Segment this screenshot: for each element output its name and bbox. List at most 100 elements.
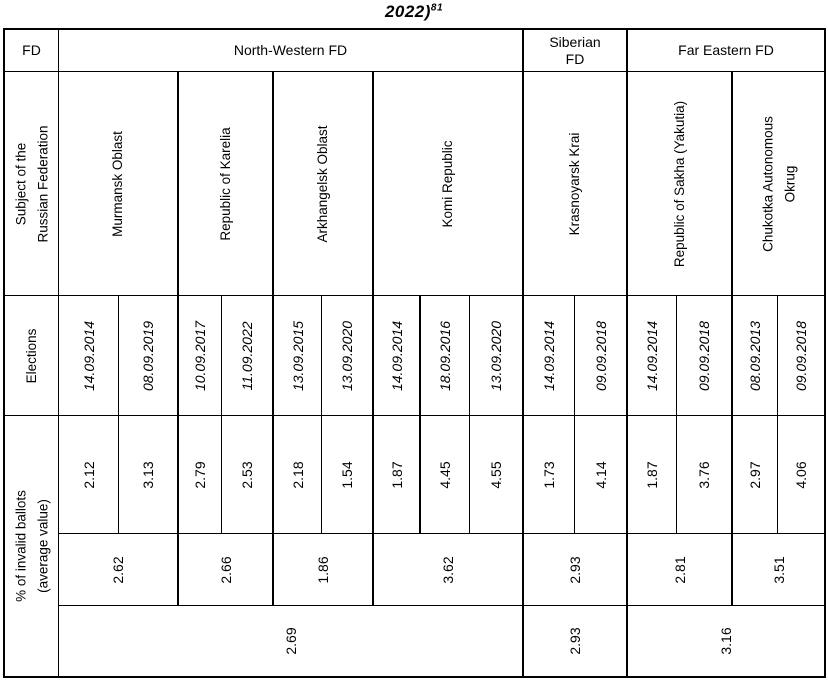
invalid-ballots-label-cell: % of invalid ballots (average value) — [5, 415, 58, 676]
subject-average-cell: 2.93 — [522, 533, 626, 605]
election-date: 09.09.2018 — [592, 320, 609, 391]
date-cell: 11.09.2022 — [221, 295, 272, 415]
date-cell: 10.09.2017 — [177, 295, 221, 415]
subject-average-cell: 3.51 — [731, 533, 824, 605]
subject-cell-komi: Komi Republic — [372, 71, 522, 295]
fd-header-label: Far Eastern FD — [678, 42, 774, 59]
election-date: 13.09.2015 — [289, 320, 306, 391]
subject-average: 1.86 — [314, 555, 331, 584]
subject-average-cell: 2.81 — [626, 533, 731, 605]
invalid-pct-value: 2.53 — [238, 460, 255, 489]
date-cell: 13.09.2015 — [272, 295, 321, 415]
invalid-pct-value: 1.54 — [338, 460, 355, 489]
election-date: 13.09.2020 — [487, 320, 504, 391]
subject-row-label-cell: Subject of the Russian Federation — [5, 71, 58, 295]
invalid-pct-value: 3.13 — [139, 460, 156, 489]
subject-cell-krasnoyarsk: Krasnoyarsk Krai — [522, 71, 626, 295]
subject-row-label: Subject of the Russian Federation — [12, 124, 50, 243]
value-cell: 4.45 — [419, 415, 469, 533]
elections-row-label-cell: Elections — [5, 295, 58, 415]
subject-average-cell: 3.62 — [372, 533, 522, 605]
election-date: 09.09.2018 — [792, 320, 809, 391]
subject-average: 3.62 — [439, 555, 456, 584]
subject-name: Arkhangelsk Oblast — [315, 124, 331, 243]
invalid-pct-value: 3.76 — [695, 460, 712, 489]
invalid-pct-value: 2.18 — [289, 460, 306, 489]
value-cell: 3.13 — [118, 415, 177, 533]
subject-cell-karelia: Republic of Karelia — [177, 71, 272, 295]
fd-header-label: Siberian FD — [549, 33, 601, 67]
subject-average-cell: 2.66 — [177, 533, 272, 605]
election-date: 10.09.2017 — [191, 320, 208, 391]
invalid-ballots-label: % of invalid ballots (average value) — [12, 490, 50, 602]
subject-cell-murmansk: Murmansk Oblast — [58, 71, 177, 295]
subject-name: Republic of Karelia — [217, 126, 233, 241]
value-cell: 2.18 — [272, 415, 321, 533]
subject-average-cell: 1.86 — [272, 533, 372, 605]
value-cell: 3.76 — [676, 415, 731, 533]
subject-cell-arkhangelsk: Arkhangelsk Oblast — [272, 71, 372, 295]
date-cell: 09.09.2018 — [574, 295, 626, 415]
date-cell: 08.09.2019 — [118, 295, 177, 415]
invalid-pct-value: 4.06 — [792, 460, 809, 489]
subject-average: 2.66 — [217, 555, 234, 584]
election-date: 14.09.2014 — [80, 320, 97, 391]
fd-header-north-western: North-Western FD — [58, 30, 522, 71]
election-date: 18.09.2016 — [436, 320, 453, 391]
value-cell: 2.53 — [221, 415, 272, 533]
value-cell: 1.54 — [321, 415, 372, 533]
date-cell: 13.09.2020 — [469, 295, 522, 415]
election-date: 11.09.2022 — [238, 320, 255, 391]
value-cell: 4.06 — [777, 415, 824, 533]
fd-average-cell-north-western: 2.69 — [58, 605, 522, 676]
fd-average: 3.16 — [717, 627, 734, 655]
value-cell: 2.97 — [731, 415, 777, 533]
date-cell: 18.09.2016 — [419, 295, 469, 415]
election-date: 08.09.2013 — [746, 320, 763, 391]
subject-average: 2.93 — [566, 555, 583, 584]
footnote-marker: 81 — [430, 2, 444, 14]
date-cell: 09.09.2018 — [676, 295, 731, 415]
value-cell: 2.12 — [58, 415, 118, 533]
subject-average-cell: 2.62 — [58, 533, 177, 605]
value-cell: 1.87 — [626, 415, 676, 533]
invalid-pct-value: 4.45 — [436, 460, 453, 489]
invalid-pct-value: 4.14 — [592, 460, 609, 489]
fd-corner-label: FD — [22, 42, 41, 59]
caption-year: 2022) — [384, 2, 431, 21]
date-cell: 14.09.2014 — [626, 295, 676, 415]
election-date: 14.09.2014 — [540, 320, 557, 391]
value-cell: 1.73 — [522, 415, 574, 533]
value-cell: 4.14 — [574, 415, 626, 533]
table-caption-fragment: 2022)81 — [0, 2, 828, 22]
subject-name: Murmansk Oblast — [110, 130, 126, 237]
invalid-pct-value: 4.55 — [487, 460, 504, 489]
election-date: 13.09.2020 — [338, 320, 355, 391]
subject-cell-sakha: Republic of Sakha (Yakutia) — [626, 71, 731, 295]
election-date: 14.09.2014 — [388, 320, 405, 391]
subject-name: Republic of Sakha (Yakutia) — [671, 100, 687, 267]
invalid-pct-value: 2.97 — [746, 460, 763, 489]
date-cell: 08.09.2013 — [731, 295, 777, 415]
date-cell: 14.09.2014 — [372, 295, 419, 415]
date-cell: 13.09.2020 — [321, 295, 372, 415]
fd-corner-cell: FD — [5, 30, 58, 71]
fd-average-cell-siberian: 2.93 — [522, 605, 626, 676]
election-date: 14.09.2014 — [643, 320, 660, 391]
invalid-pct-value: 1.87 — [643, 460, 660, 489]
subject-cell-chukotka: Chukotka Autonomous Okrug — [731, 71, 824, 295]
subject-average: 2.81 — [671, 555, 688, 584]
subject-name: Krasnoyarsk Krai — [567, 132, 583, 235]
invalid-ballots-table: FD North-Western FD Siberian FD Far East… — [3, 28, 826, 678]
value-cell: 4.55 — [469, 415, 522, 533]
subject-average: 2.62 — [109, 555, 126, 584]
subject-name: Chukotka Autonomous Okrug — [759, 115, 797, 252]
value-cell: 2.79 — [177, 415, 221, 533]
invalid-pct-value: 1.73 — [540, 460, 557, 489]
date-cell: 09.09.2018 — [777, 295, 824, 415]
election-date: 09.09.2018 — [695, 320, 712, 391]
fd-average: 2.69 — [282, 627, 299, 655]
subject-average: 3.51 — [770, 555, 787, 584]
subject-name: Komi Republic — [440, 139, 456, 228]
date-cell: 14.09.2014 — [58, 295, 118, 415]
